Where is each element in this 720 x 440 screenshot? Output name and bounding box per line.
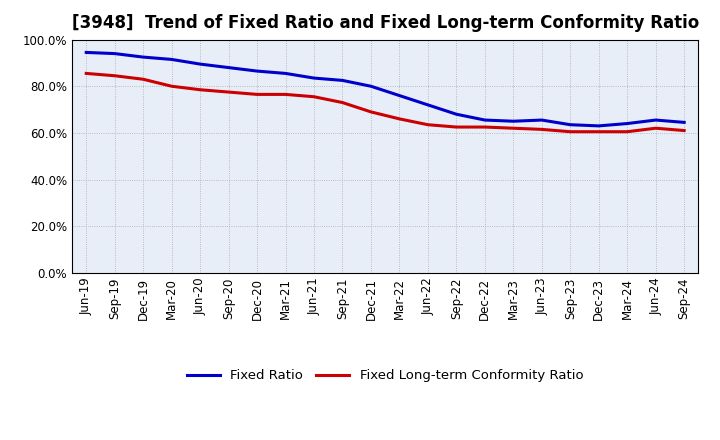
Fixed Ratio [366,84,375,89]
Fixed Ratio [652,117,660,123]
Legend: Fixed Ratio, Fixed Long-term Conformity Ratio: Fixed Ratio, Fixed Long-term Conformity … [181,364,589,388]
Fixed Long-term Conformity Ratio [366,109,375,114]
Line: Fixed Long-term Conformity Ratio: Fixed Long-term Conformity Ratio [86,73,684,132]
Fixed Long-term Conformity Ratio [595,129,603,134]
Fixed Ratio [595,123,603,128]
Fixed Long-term Conformity Ratio [196,87,204,92]
Fixed Ratio [225,65,233,70]
Fixed Ratio [196,62,204,67]
Fixed Long-term Conformity Ratio [652,125,660,131]
Fixed Long-term Conformity Ratio [423,122,432,127]
Fixed Long-term Conformity Ratio [566,129,575,134]
Fixed Long-term Conformity Ratio [395,116,404,121]
Fixed Ratio [110,51,119,56]
Fixed Long-term Conformity Ratio [167,84,176,89]
Fixed Long-term Conformity Ratio [282,92,290,97]
Line: Fixed Ratio: Fixed Ratio [86,52,684,126]
Fixed Long-term Conformity Ratio [253,92,261,97]
Fixed Ratio [566,122,575,127]
Fixed Long-term Conformity Ratio [509,125,518,131]
Fixed Ratio [509,118,518,124]
Fixed Long-term Conformity Ratio [139,77,148,82]
Fixed Ratio [480,117,489,123]
Fixed Long-term Conformity Ratio [225,89,233,95]
Fixed Long-term Conformity Ratio [623,129,631,134]
Fixed Ratio [310,75,318,81]
Fixed Ratio [423,102,432,107]
Fixed Ratio [282,71,290,76]
Fixed Long-term Conformity Ratio [310,94,318,99]
Fixed Long-term Conformity Ratio [452,125,461,130]
Fixed Ratio [395,93,404,98]
Fixed Ratio [623,121,631,126]
Fixed Long-term Conformity Ratio [480,125,489,130]
Fixed Long-term Conformity Ratio [82,71,91,76]
Fixed Ratio [253,69,261,74]
Fixed Long-term Conformity Ratio [680,128,688,133]
Fixed Long-term Conformity Ratio [537,127,546,132]
Fixed Ratio [82,50,91,55]
Fixed Long-term Conformity Ratio [338,100,347,105]
Fixed Ratio [338,78,347,83]
Title: [3948]  Trend of Fixed Ratio and Fixed Long-term Conformity Ratio: [3948] Trend of Fixed Ratio and Fixed Lo… [71,15,699,33]
Fixed Ratio [537,117,546,123]
Fixed Ratio [452,112,461,117]
Fixed Ratio [680,120,688,125]
Fixed Ratio [139,55,148,60]
Fixed Ratio [167,57,176,62]
Fixed Long-term Conformity Ratio [110,73,119,78]
